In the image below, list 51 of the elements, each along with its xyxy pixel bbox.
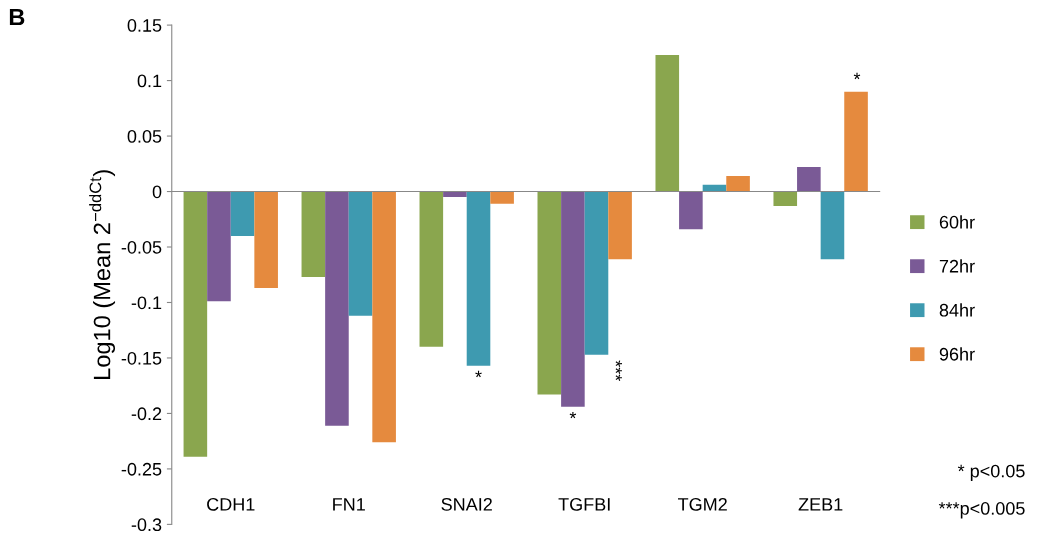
annotation: * bbox=[475, 370, 482, 378]
bar bbox=[301, 191, 326, 277]
annotation: *** bbox=[615, 360, 622, 381]
bar bbox=[207, 191, 231, 302]
bar bbox=[419, 191, 444, 347]
bar bbox=[490, 191, 514, 204]
y-tick-label: -0.25 bbox=[121, 462, 162, 476]
legend-label: 72hr bbox=[939, 259, 975, 273]
x-tick-label: TGM2 bbox=[678, 497, 727, 511]
legend-label: 84hr bbox=[939, 303, 975, 317]
bar bbox=[584, 191, 609, 355]
x-tick-label: ZEB1 bbox=[798, 498, 843, 511]
y-tick-label: 0.05 bbox=[127, 129, 162, 143]
bar bbox=[183, 191, 208, 457]
bar bbox=[726, 175, 750, 192]
y-tick-label: -0.3 bbox=[131, 518, 162, 532]
y-tick-label: -0.1 bbox=[131, 296, 162, 310]
bar bbox=[820, 191, 845, 260]
bar bbox=[608, 191, 632, 260]
bar bbox=[773, 191, 798, 206]
x-tick-label: SNAI2 bbox=[441, 497, 492, 511]
y-tick-label: 0.15 bbox=[127, 19, 162, 32]
bar bbox=[443, 191, 467, 198]
annotation: * bbox=[569, 411, 577, 419]
bar bbox=[655, 55, 680, 192]
y-tick-label: -0.05 bbox=[121, 240, 162, 254]
x-tick-label: CDH1 bbox=[207, 497, 255, 511]
y-tick-label: -0.2 bbox=[131, 407, 162, 421]
x-tick-label: TGFBI bbox=[558, 497, 610, 511]
bar bbox=[844, 91, 868, 192]
y-tick-label: 0.1 bbox=[137, 74, 162, 88]
text: * p<0.05 bbox=[957, 464, 1025, 482]
bar bbox=[466, 191, 491, 366]
annotation: * bbox=[853, 72, 861, 80]
bar bbox=[348, 191, 373, 316]
chart-title: B bbox=[9, 8, 25, 26]
legend-label: 96hr bbox=[939, 347, 975, 361]
bar bbox=[325, 191, 349, 426]
bar bbox=[561, 191, 585, 407]
legend-label: 60hr bbox=[939, 215, 975, 229]
text: ***p<0.005 bbox=[938, 502, 1025, 519]
y-tick-label: 0 bbox=[152, 185, 162, 199]
y-tick-label: -0.15 bbox=[121, 351, 162, 365]
bar bbox=[679, 191, 703, 230]
x-tick-label: FN1 bbox=[333, 498, 365, 511]
bar bbox=[254, 191, 278, 289]
bar bbox=[230, 191, 255, 236]
bar bbox=[372, 191, 396, 443]
y-axis-title: Log10 (Mean 2$^{−ddCt}$) bbox=[89, 170, 116, 379]
bar bbox=[537, 191, 562, 395]
bar bbox=[797, 167, 821, 192]
